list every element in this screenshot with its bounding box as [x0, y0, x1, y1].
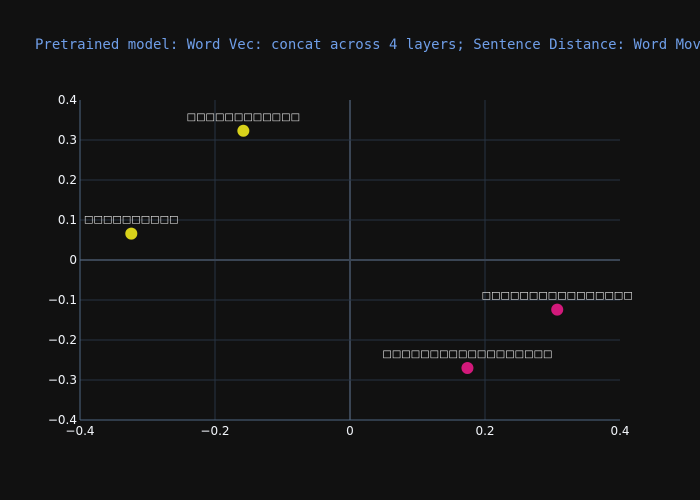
- data-point: [237, 124, 250, 137]
- point-labels: □□□□□□□□□□□□□□□□□□□□□□□□□□□□□□□□□□□□□□□□…: [84, 112, 633, 360]
- x-tick-label: 0.4: [610, 424, 629, 438]
- y-tick-label: 0.3: [58, 133, 77, 147]
- x-tick-label: 0: [346, 424, 354, 438]
- data-point: [125, 227, 138, 240]
- y-tick-label: 0: [69, 253, 77, 267]
- point-label: □□□□□□□□□□□□: [187, 112, 300, 123]
- y-tick-label: −0.3: [48, 373, 77, 387]
- axes: [79, 100, 620, 421]
- x-tick-label: 0.2: [475, 424, 494, 438]
- x-tick-label: −0.2: [200, 424, 229, 438]
- x-tick-label: −0.4: [65, 424, 94, 438]
- data-points: [125, 124, 564, 374]
- y-tick-label: 0.4: [58, 93, 77, 107]
- point-label: □□□□□□□□□□□□□□□□□□: [382, 349, 552, 360]
- chart-title: Pretrained model: Word Vec: concat acros…: [35, 37, 700, 53]
- data-point: [461, 362, 474, 374]
- y-tick-label: −0.2: [48, 333, 77, 347]
- y-tick-label: 0.2: [58, 173, 77, 187]
- grid: [80, 100, 620, 420]
- point-label: □□□□□□□□□□: [84, 215, 178, 226]
- y-tick-label: −0.1: [48, 293, 77, 307]
- data-point: [551, 303, 564, 316]
- tick-labels: −0.4 −0.2 0 0.2 0.4 −0.4 −0.3 −0.2 −0.1 0 0.1 0.2 0.…: [48, 93, 630, 438]
- point-label: □□□□□□□□□□□□□□□□: [482, 291, 633, 302]
- y-tick-label: 0.1: [58, 213, 77, 227]
- y-tick-label: −0.4: [48, 413, 77, 427]
